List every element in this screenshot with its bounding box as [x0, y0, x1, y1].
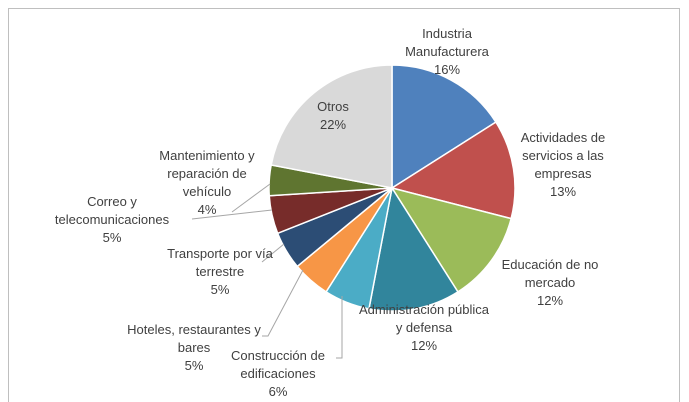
category-label: Transporte por vía terrestre [167, 246, 273, 279]
slice-label: Transporte por vía terrestre 5% [158, 245, 282, 299]
value-label: 12% [410, 338, 438, 353]
pie-slice [270, 64, 393, 189]
slice-label: Administración pública y defensa 12% [358, 301, 490, 355]
leader-lines [191, 183, 343, 359]
pie-slice [390, 186, 513, 293]
value-label: 13% [549, 184, 577, 199]
slice-label: Industria Manufacturera 16% [391, 25, 503, 79]
category-label: Correo y telecomunicaciones [54, 194, 170, 227]
leader-line [262, 269, 304, 337]
category-label: Educación de no mercado [501, 257, 599, 290]
leader-line [191, 209, 273, 220]
leader-line [231, 183, 271, 213]
category-label: Hoteles, restaurantes y bares [127, 322, 261, 355]
slice-label: Construcción de edificaciones 6% [217, 347, 339, 401]
category-label: Administración pública y defensa [358, 302, 490, 335]
category-label: Mantenimiento y reparación de vehículo [159, 148, 255, 199]
pie-slice [368, 185, 459, 312]
category-label: Actividades de servicios a las empresas [520, 130, 606, 181]
value-label: 5% [102, 230, 122, 245]
slice-label: Educación de no mercado 12% [489, 256, 611, 310]
pie-slice [390, 121, 516, 220]
value-label: 4% [197, 202, 217, 217]
category-label: Industria Manufacturera [405, 26, 489, 59]
slice-label: Otros 22% [303, 98, 363, 134]
value-label: 6% [268, 384, 288, 399]
value-label: 22% [319, 117, 347, 132]
value-label: 16% [433, 62, 461, 77]
slice-label: Correo y telecomunicaciones 5% [44, 193, 180, 247]
slice-label: Actividades de servicios a las empresas 1… [507, 129, 619, 201]
leader-line [261, 243, 285, 263]
pie [268, 64, 516, 312]
value-label: 5% [184, 358, 204, 373]
slice-label: Hoteles, restaurantes y bares 5% [127, 321, 261, 375]
value-label: 5% [210, 282, 230, 297]
leader-line [336, 296, 343, 359]
slice-label: Mantenimiento y reparación de vehículo 4% [149, 147, 265, 219]
frame [8, 8, 680, 402]
pie-slice [391, 64, 497, 190]
value-label: 12% [536, 293, 564, 308]
category-label: Otros [317, 99, 349, 114]
category-label: Construcción de edificaciones [231, 348, 325, 381]
